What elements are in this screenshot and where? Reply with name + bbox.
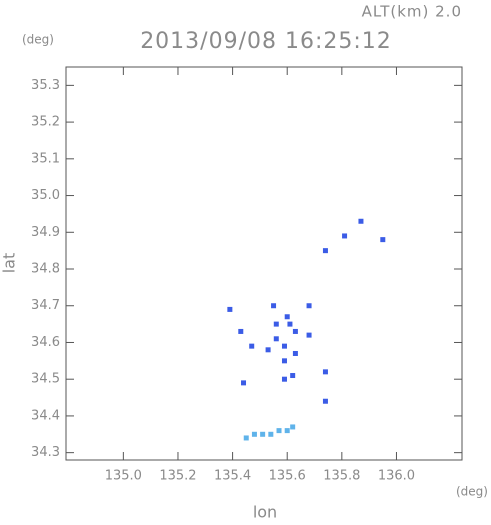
echo-point [292,328,298,334]
echo-point [249,343,255,349]
x-unit: (deg) [456,485,488,499]
echo-point [238,328,244,334]
echo-point [281,376,287,382]
echo-point [358,218,364,224]
echo-point [260,431,266,437]
y-tick-label: 34.8 [31,262,60,277]
echo-point [276,428,282,434]
echo-point [322,248,328,254]
y-tick-label: 34.4 [31,408,60,423]
x-tick-label: 136.0 [378,469,415,484]
y-unit: (deg) [22,33,54,47]
y-tick-label: 35.2 [31,115,60,130]
plot-frame [65,66,463,461]
x-tick-label: 135.6 [269,469,306,484]
y-tick-label: 34.6 [31,335,60,350]
echo-point [322,398,328,404]
y-tick-label: 34.7 [31,298,60,313]
x-tick-label: 135.8 [323,469,360,484]
x-tick-label: 135.2 [159,469,196,484]
chart-title: 2013/09/08 16:25:12 [140,29,392,54]
echo-point [322,369,328,375]
echo-point [241,380,247,386]
echo-point [251,431,257,437]
y-tick-label: 35.3 [31,78,60,93]
y-tick-label: 35.0 [31,188,60,203]
echo-point [342,233,348,239]
echo-point [380,237,386,243]
echo-point [306,332,312,338]
altitude-note: ALT(km) 2.0 [362,3,462,21]
echo-point [273,321,279,327]
echo-point [243,435,249,441]
y-tick-label: 34.3 [31,445,60,460]
echo-point [287,321,293,327]
y-tick-label: 34.5 [31,372,60,387]
x-tick-label: 135.4 [214,469,251,484]
y-axis-label: lat [0,253,19,274]
echo-point [290,424,296,430]
x-tick-label: 135.0 [105,469,142,484]
echo-point [292,350,298,356]
echo-point [227,306,233,312]
echo-point [306,303,312,309]
y-tick-label: 34.9 [31,225,60,240]
echo-point [281,343,287,349]
echo-point [273,336,279,342]
echo-point [268,431,274,437]
echo-point [265,347,271,353]
echo-point [284,314,290,320]
echo-point [281,358,287,364]
x-axis-label: lon [253,503,277,522]
echo-point [290,373,296,379]
echo-point [284,428,290,434]
echo-point [271,303,277,309]
y-tick-label: 35.1 [31,151,60,166]
